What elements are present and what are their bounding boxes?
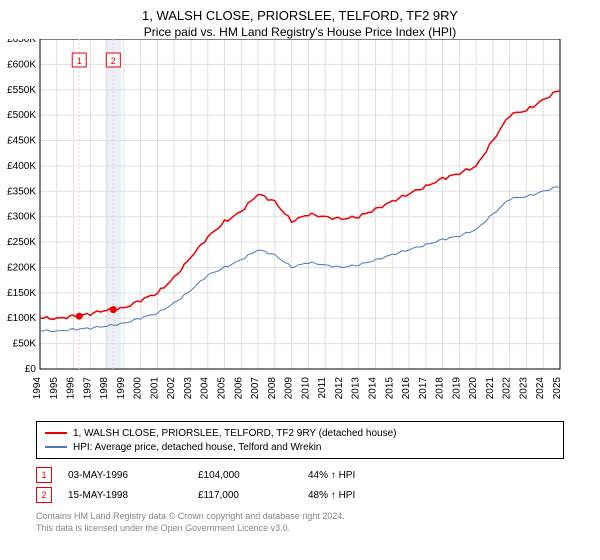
- svg-text:2000: 2000: [133, 377, 144, 400]
- svg-text:2022: 2022: [502, 377, 513, 400]
- sale-markers-list: 1 03-MAY-1996 £104,000 44% ↑ HPI 2 15-MA…: [36, 465, 564, 505]
- svg-text:2015: 2015: [384, 377, 395, 400]
- chart-subtitle: Price paid vs. HM Land Registry's House …: [0, 23, 600, 39]
- svg-text:£300K: £300K: [7, 212, 36, 223]
- footer-line: This data is licensed under the Open Gov…: [36, 523, 564, 535]
- legend-label: 1, WALSH CLOSE, PRIORSLEE, TELFORD, TF2 …: [73, 428, 396, 439]
- svg-text:£500K: £500K: [7, 110, 36, 121]
- svg-text:2013: 2013: [351, 377, 362, 400]
- svg-text:1997: 1997: [82, 377, 93, 400]
- svg-text:2006: 2006: [233, 377, 244, 400]
- legend-label: HPI: Average price, detached house, Telf…: [73, 442, 322, 453]
- sale-marker-date: 15-MAY-1998: [68, 490, 198, 501]
- svg-text:2009: 2009: [284, 377, 295, 400]
- svg-text:£600K: £600K: [7, 59, 36, 70]
- svg-text:£100K: £100K: [7, 313, 36, 324]
- svg-text:1996: 1996: [66, 377, 77, 400]
- svg-text:1999: 1999: [116, 377, 127, 400]
- footer-attribution: Contains HM Land Registry data © Crown c…: [36, 511, 564, 534]
- svg-text:2005: 2005: [217, 377, 228, 400]
- svg-text:2002: 2002: [166, 377, 177, 400]
- svg-text:2008: 2008: [267, 377, 278, 400]
- svg-text:2004: 2004: [200, 377, 211, 400]
- footer-line: Contains HM Land Registry data © Crown c…: [36, 511, 564, 523]
- svg-text:£150K: £150K: [7, 288, 36, 299]
- svg-text:2016: 2016: [401, 377, 412, 400]
- sale-marker-num: 1: [36, 467, 52, 483]
- svg-text:£400K: £400K: [7, 161, 36, 172]
- svg-text:1: 1: [77, 56, 82, 66]
- svg-text:2003: 2003: [183, 377, 194, 400]
- svg-text:2007: 2007: [250, 377, 261, 400]
- chart-title: 1, WALSH CLOSE, PRIORSLEE, TELFORD, TF2 …: [0, 0, 600, 23]
- svg-text:1995: 1995: [49, 377, 60, 400]
- svg-text:2019: 2019: [451, 377, 462, 400]
- svg-text:1994: 1994: [32, 377, 43, 400]
- svg-text:£200K: £200K: [7, 262, 36, 273]
- svg-text:2001: 2001: [149, 377, 160, 400]
- svg-text:2: 2: [111, 56, 116, 66]
- svg-text:£0: £0: [25, 364, 37, 375]
- svg-text:1998: 1998: [99, 377, 110, 400]
- sale-marker-price: £104,000: [198, 470, 308, 481]
- svg-text:2025: 2025: [552, 377, 563, 400]
- svg-text:£350K: £350K: [7, 186, 36, 197]
- svg-text:£50K: £50K: [13, 339, 37, 350]
- price-chart: 1994 1995 1996 1997 1998 1999 2000 2001 2002 2003…: [0, 39, 600, 417]
- svg-text:2010: 2010: [300, 377, 311, 400]
- legend-swatch: [45, 432, 67, 434]
- sale-marker-row: 2 15-MAY-1998 £117,000 48% ↑ HPI: [36, 485, 564, 505]
- svg-text:£250K: £250K: [7, 237, 36, 248]
- svg-text:2011: 2011: [317, 377, 328, 399]
- svg-text:2012: 2012: [334, 377, 345, 400]
- sale-marker-row: 1 03-MAY-1996 £104,000 44% ↑ HPI: [36, 465, 564, 485]
- svg-text:£650K: £650K: [7, 39, 36, 45]
- sale-marker-price: £117,000: [198, 490, 308, 501]
- svg-text:2018: 2018: [435, 377, 446, 400]
- svg-text:2024: 2024: [535, 377, 546, 400]
- legend: 1, WALSH CLOSE, PRIORSLEE, TELFORD, TF2 …: [36, 421, 564, 459]
- svg-text:£450K: £450K: [7, 136, 36, 147]
- svg-text:2023: 2023: [518, 377, 529, 400]
- svg-text:2017: 2017: [418, 377, 429, 400]
- legend-item: HPI: Average price, detached house, Telf…: [45, 440, 555, 454]
- svg-text:2014: 2014: [367, 377, 378, 400]
- sale-marker-date: 03-MAY-1996: [68, 470, 198, 481]
- svg-text:£550K: £550K: [7, 85, 36, 96]
- sale-marker-num: 2: [36, 487, 52, 503]
- svg-text:2021: 2021: [485, 377, 496, 400]
- legend-swatch: [45, 446, 67, 448]
- legend-item: 1, WALSH CLOSE, PRIORSLEE, TELFORD, TF2 …: [45, 426, 555, 440]
- sale-marker-delta: 48% ↑ HPI: [308, 490, 355, 501]
- svg-text:2020: 2020: [468, 377, 479, 400]
- sale-marker-delta: 44% ↑ HPI: [308, 470, 355, 481]
